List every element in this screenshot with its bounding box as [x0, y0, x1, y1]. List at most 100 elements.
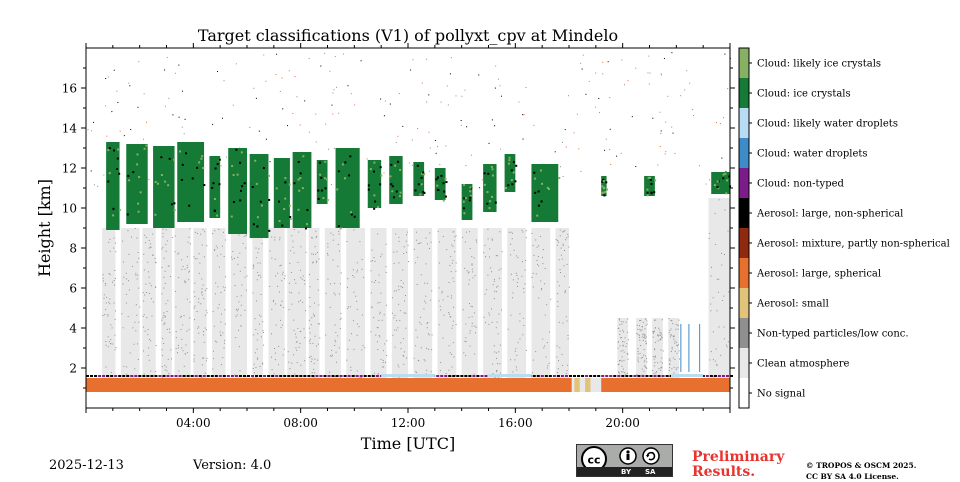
noise-pixel [258, 130, 260, 132]
non-typed-pixel [453, 280, 455, 282]
x-axis-label: Time [UTC] [361, 434, 455, 453]
non-typed-pixel [427, 333, 429, 335]
non-typed-pixel [189, 317, 191, 319]
non-typed-pixel [289, 291, 291, 293]
non-typed-pixel [201, 244, 203, 246]
non-typed-pixel [131, 265, 133, 267]
non-typed-pixel [449, 264, 451, 266]
non-typed-pixel [623, 341, 625, 343]
non-typed-pixel [669, 360, 671, 362]
ice-cloud-detail [601, 185, 604, 188]
ice-cloud-detail [464, 197, 467, 200]
non-typed-pixel [108, 273, 110, 275]
non-typed-pixel [510, 314, 512, 316]
ice-cloud-detail [353, 215, 356, 218]
ice-cloud-detail [536, 214, 539, 217]
non-typed-pixel [643, 349, 645, 351]
non-typed-pixel [494, 377, 496, 379]
non-typed-pixel [240, 325, 242, 327]
non-typed-pixel [329, 306, 331, 308]
non-typed-pixel [403, 355, 405, 357]
non-typed-pixel [225, 239, 227, 241]
noise-pixel [599, 112, 601, 114]
non-typed-pixel [137, 274, 139, 276]
non-typed-pixel [221, 245, 223, 247]
non-typed-pixel [495, 255, 497, 257]
non-typed-pixel [204, 231, 206, 233]
water-streak [688, 324, 690, 372]
ice-cloud-detail [646, 188, 649, 191]
non-typed-pixel [240, 304, 242, 306]
non-typed-pixel [201, 291, 203, 293]
ice-cloud-detail [436, 184, 439, 187]
non-typed-pixel [660, 367, 662, 369]
ice-cloud-detail [278, 220, 281, 223]
non-typed-pixel [164, 282, 166, 284]
noise-pixel [334, 56, 336, 58]
ice-cloud-detail [369, 168, 372, 171]
non-typed-pixel [194, 305, 196, 307]
non-typed-pixel [725, 344, 727, 346]
non-typed-pixel [642, 322, 644, 324]
non-typed-pixel [327, 243, 329, 245]
noise-pixel [652, 117, 654, 119]
non-typed-pixel [289, 250, 291, 252]
non-typed-pixel [339, 327, 341, 329]
non-typed-pixel [278, 291, 280, 293]
non-typed-pixel [212, 233, 214, 235]
non-typed-pixel [471, 264, 473, 266]
non-typed-pixel [236, 314, 238, 316]
non-typed-pixel [619, 345, 621, 347]
water-streak [699, 324, 701, 372]
non-typed-pixel [257, 262, 259, 264]
ice-cloud-detail [243, 182, 246, 185]
non-typed-pixel [564, 275, 566, 277]
non-typed-pixel [137, 358, 139, 360]
non-typed-pixel [163, 312, 165, 314]
non-typed-pixel [350, 369, 352, 371]
non-typed-pixel [152, 233, 154, 235]
non-typed-pixel [465, 355, 467, 357]
non-typed-pixel [161, 366, 163, 368]
ice-cloud-detail [601, 191, 604, 194]
non-typed-pixel [621, 371, 623, 373]
non-typed-pixel [352, 269, 354, 271]
ice-cloud-detail [319, 173, 322, 176]
non-typed-pixel [114, 242, 116, 244]
non-typed-pixel [205, 309, 207, 311]
aerosol-top-pixel [609, 375, 613, 377]
non-typed-pixel [252, 377, 254, 379]
ice-cloud-detail [394, 164, 397, 167]
clean-atmosphere-block [636, 318, 647, 378]
noise-pixel [336, 86, 338, 88]
non-typed-pixel [356, 370, 358, 372]
noise-pixel [698, 165, 700, 167]
non-typed-pixel [114, 349, 116, 351]
non-typed-pixel [252, 267, 254, 269]
non-typed-pixel [289, 368, 291, 370]
non-typed-pixel [143, 300, 145, 302]
non-typed-pixel [296, 361, 298, 363]
ice-cloud-detail [139, 191, 142, 194]
non-typed-pixel [723, 254, 725, 256]
non-typed-pixel [296, 349, 298, 351]
non-typed-pixel [385, 243, 387, 245]
ice-cloud-detail [154, 181, 157, 184]
noise-pixel [665, 151, 667, 153]
ice-cloud-detail [603, 186, 606, 189]
non-typed-pixel [252, 292, 254, 294]
non-typed-pixel [475, 326, 477, 328]
aerosol-top-pixel [532, 375, 536, 377]
non-typed-pixel [200, 233, 202, 235]
non-typed-pixel [454, 251, 456, 253]
non-typed-pixel [238, 329, 240, 331]
non-typed-pixel [186, 298, 188, 300]
non-typed-pixel [232, 251, 234, 253]
non-typed-pixel [416, 371, 418, 373]
aerosol-top-pixel [98, 375, 102, 377]
non-typed-pixel [668, 318, 670, 320]
non-typed-pixel [419, 321, 421, 323]
noise-pixel [426, 58, 428, 60]
aerosol-top-pixel [339, 375, 343, 377]
non-typed-pixel [235, 337, 237, 339]
